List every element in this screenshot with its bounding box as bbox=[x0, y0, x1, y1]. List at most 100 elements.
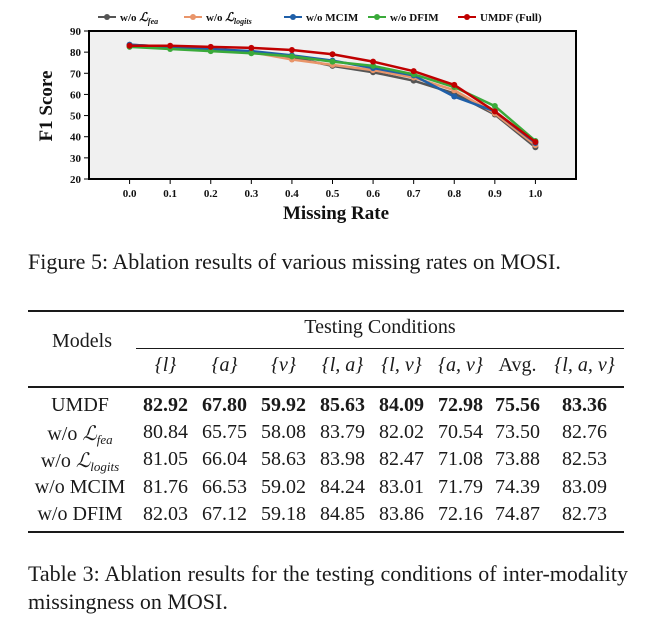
table-column-header: Avg. bbox=[498, 354, 537, 376]
table-group-header: Testing Conditions bbox=[304, 316, 456, 338]
table-cell: 74.39 bbox=[495, 476, 540, 498]
table-cell: 82.76 bbox=[562, 421, 607, 443]
x-axis-ticks: 0.0 0.1 0.2 0.3 0.4 0.5 0.6 0.7 0.8 0.9 1.0 bbox=[123, 179, 543, 200]
table-cell: 83.98 bbox=[320, 448, 365, 470]
table-column-header: {l, a} bbox=[321, 354, 364, 376]
x-axis-label: Missing Rate bbox=[283, 203, 389, 224]
y-axis-label: F1 Score bbox=[36, 71, 57, 142]
table-cell: 71.79 bbox=[438, 476, 483, 498]
series-lines bbox=[126, 41, 539, 151]
table-row-model: w/o MCIM bbox=[34, 476, 126, 498]
x-tick-label: 0.1 bbox=[163, 188, 177, 200]
legend-label: w/o MCIM bbox=[306, 12, 359, 24]
table-cell: 74.87 bbox=[495, 503, 540, 525]
series-point bbox=[207, 48, 214, 55]
series-point bbox=[532, 139, 539, 145]
table-cell: 67.80 bbox=[202, 394, 247, 416]
series-point bbox=[329, 51, 336, 58]
table-cell: 71.08 bbox=[438, 448, 483, 470]
table-cell: 81.05 bbox=[143, 448, 188, 470]
x-tick-label: 0.3 bbox=[244, 188, 258, 200]
table-column-header: {l, a, v} bbox=[554, 354, 615, 376]
table-cell: 59.02 bbox=[261, 476, 306, 498]
table-cell: 66.53 bbox=[202, 476, 247, 498]
y-tick-label: 80 bbox=[70, 47, 82, 59]
x-tick-label: 0.6 bbox=[366, 188, 380, 200]
legend-marker bbox=[290, 14, 296, 20]
table-cell: 80.84 bbox=[143, 421, 188, 443]
table-cell: 73.50 bbox=[495, 421, 540, 443]
x-tick-label: 0.5 bbox=[326, 188, 340, 200]
series-point bbox=[248, 44, 255, 51]
table-cell: 82.53 bbox=[562, 448, 607, 470]
x-tick-label: 0.9 bbox=[488, 188, 502, 200]
series-point bbox=[451, 81, 458, 88]
table-cell: 83.79 bbox=[320, 421, 365, 443]
table-cell: 85.63 bbox=[320, 394, 365, 416]
table-cell: 59.18 bbox=[261, 503, 306, 525]
x-tick-label: 0.8 bbox=[447, 188, 461, 200]
table-row-model: w/o ℒlogits bbox=[40, 448, 120, 474]
table-column-header: {a, v} bbox=[438, 354, 483, 376]
table-top-rule bbox=[28, 310, 624, 312]
table-cell: 82.03 bbox=[143, 503, 188, 525]
table-cell: 75.56 bbox=[495, 394, 540, 416]
table-cell: 82.92 bbox=[143, 394, 188, 416]
x-tick-label: 0.2 bbox=[204, 188, 218, 200]
table-models-header: Models bbox=[52, 330, 112, 352]
table-cell: 83.86 bbox=[379, 503, 424, 525]
figure-caption: Figure 5: Ablation results of various mi… bbox=[28, 249, 561, 274]
series-point bbox=[451, 93, 458, 100]
x-tick-label: 0.7 bbox=[407, 188, 421, 200]
series-point bbox=[329, 58, 336, 65]
table-cell: 67.12 bbox=[202, 503, 247, 525]
series-point bbox=[207, 43, 214, 50]
table-column-header: {l} bbox=[154, 354, 177, 376]
x-tick-label: 1.0 bbox=[529, 188, 543, 200]
table-column-header: {v} bbox=[271, 354, 296, 376]
legend-marker bbox=[190, 14, 196, 20]
table-cell: 70.54 bbox=[438, 421, 483, 443]
table-cell: 58.63 bbox=[261, 448, 306, 470]
y-tick-label: 40 bbox=[70, 132, 82, 144]
y-tick-label: 50 bbox=[70, 111, 82, 123]
table-cell: 73.88 bbox=[495, 448, 540, 470]
table-cell: 84.24 bbox=[320, 476, 365, 498]
y-axis-ticks: 20 30 40 50 60 70 80 90 bbox=[70, 26, 89, 186]
y-tick-label: 60 bbox=[70, 89, 82, 101]
x-tick-label: 0.0 bbox=[123, 188, 137, 200]
series-point bbox=[370, 58, 377, 65]
legend-label: UMDF (Full) bbox=[480, 12, 542, 24]
table-cell: 84.85 bbox=[320, 503, 365, 525]
legend-label: w/o ℒfea bbox=[120, 10, 158, 26]
y-tick-label: 70 bbox=[70, 68, 82, 80]
legend-label: w/o DFIM bbox=[390, 12, 439, 24]
series-point bbox=[126, 42, 133, 49]
series-point bbox=[167, 42, 174, 49]
table-cell: 84.09 bbox=[379, 394, 424, 416]
series-point bbox=[491, 108, 498, 115]
table-cell: 72.98 bbox=[438, 394, 483, 416]
table-cell: 81.76 bbox=[143, 476, 188, 498]
table-row-model: w/o DFIM bbox=[37, 503, 123, 525]
table-cell: 82.73 bbox=[562, 503, 607, 525]
table-mid-rule bbox=[28, 386, 624, 388]
table-bottom-rule bbox=[28, 531, 624, 533]
table-cell: 58.08 bbox=[261, 421, 306, 443]
y-tick-label: 30 bbox=[70, 153, 82, 165]
group-rule bbox=[136, 348, 624, 349]
series-point bbox=[491, 103, 498, 110]
table-cell: 66.04 bbox=[202, 448, 247, 470]
table-cell: 59.92 bbox=[261, 394, 306, 416]
series-point bbox=[288, 47, 295, 54]
table-cell: 65.75 bbox=[202, 421, 247, 443]
y-tick-label: 20 bbox=[70, 174, 82, 186]
table-column-header: {a} bbox=[211, 354, 238, 376]
table-cell: 82.47 bbox=[379, 448, 424, 470]
table-cell: 82.02 bbox=[379, 421, 424, 443]
legend-marker bbox=[104, 14, 110, 20]
table-column-header: {l, v} bbox=[381, 354, 422, 376]
y-tick-label: 90 bbox=[70, 26, 82, 38]
table-cell: 83.01 bbox=[379, 476, 424, 498]
table-caption: Table 3: Ablation results for the testin… bbox=[28, 561, 628, 614]
